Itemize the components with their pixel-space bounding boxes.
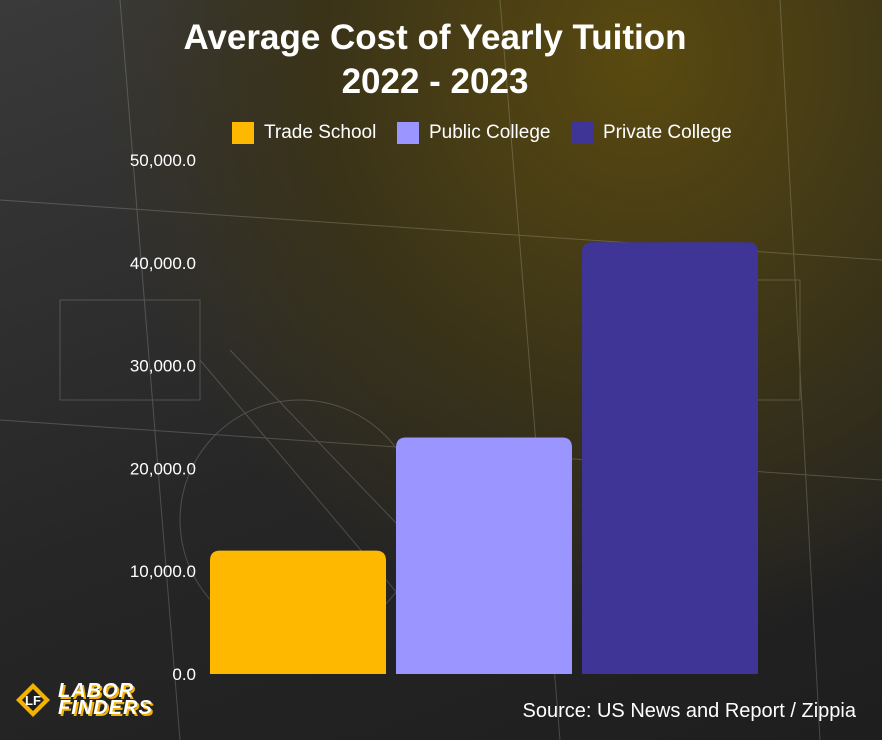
labor-finders-logo: LF LABOR FINDERS xyxy=(14,680,153,720)
legend: Trade School Public College Private Coll… xyxy=(0,120,882,146)
y-tick-label: 10,000.0 xyxy=(130,562,196,581)
bar-trade-school xyxy=(210,550,386,674)
logo-line-1: LABOR xyxy=(58,680,135,702)
bar-public-college xyxy=(396,437,572,674)
y-tick-label: 30,000.0 xyxy=(130,357,196,376)
legend-label-private-college: Private College xyxy=(603,122,732,143)
legend-item-public-college: Public College xyxy=(397,120,550,146)
logo-line-2: FINDERS xyxy=(58,697,153,719)
y-tick-label: 0.0 xyxy=(172,665,196,684)
legend-item-trade-school: Trade School xyxy=(232,120,376,146)
legend-label-trade-school: Trade School xyxy=(264,122,377,143)
source-note: Source: US News and Report / Zippia xyxy=(522,700,857,722)
legend-item-private-college: Private College xyxy=(571,120,732,146)
y-tick-label: 20,000.0 xyxy=(130,459,196,478)
bar-private-college xyxy=(582,242,758,675)
y-tick-label: 40,000.0 xyxy=(130,254,196,273)
labor-finders-logo-icon: LF xyxy=(14,681,52,719)
svg-text:LF: LF xyxy=(25,693,41,708)
legend-label-public-college: Public College xyxy=(429,122,551,143)
legend-swatch-public-college xyxy=(397,122,419,144)
logo-wordmark: LABOR FINDERS xyxy=(58,680,153,719)
legend-swatch-trade-school xyxy=(232,122,254,144)
chart-title: Average Cost of Yearly Tuition 2022 - 20… xyxy=(183,18,687,101)
y-tick-label: 50,000.0 xyxy=(130,151,196,170)
legend-swatch-private-college xyxy=(571,122,593,144)
